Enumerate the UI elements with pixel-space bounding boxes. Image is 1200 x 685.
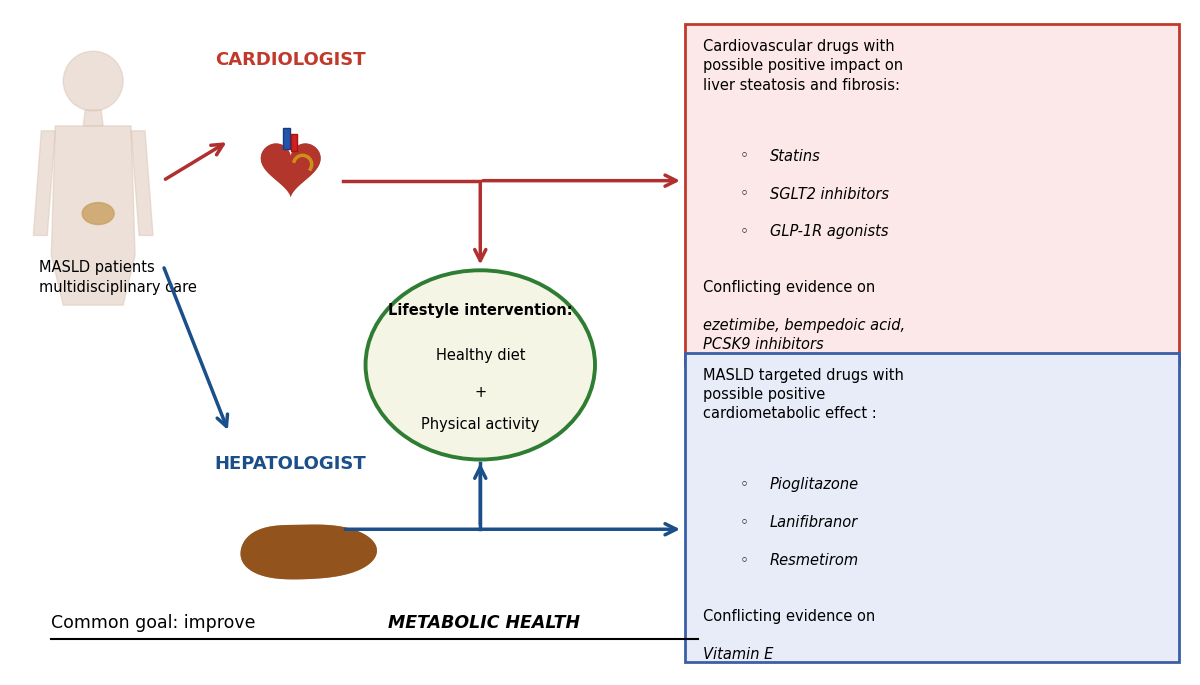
Text: GLP-1R agonists: GLP-1R agonists	[769, 225, 888, 240]
FancyBboxPatch shape	[283, 128, 290, 149]
Text: SGLT2 inhibitors: SGLT2 inhibitors	[769, 186, 889, 201]
Polygon shape	[240, 525, 377, 580]
Text: ◦: ◦	[739, 477, 749, 493]
FancyBboxPatch shape	[292, 134, 298, 151]
Text: METABOLIC HEALTH: METABOLIC HEALTH	[389, 614, 581, 632]
Polygon shape	[260, 143, 320, 197]
Text: HEPATOLOGIST: HEPATOLOGIST	[215, 455, 366, 473]
Text: Physical activity: Physical activity	[421, 416, 540, 432]
Text: Healthy diet: Healthy diet	[436, 348, 526, 363]
Ellipse shape	[366, 271, 595, 460]
Text: ◦: ◦	[739, 225, 749, 240]
Text: MASLD targeted drugs with
possible positive
cardiometabolic effect :: MASLD targeted drugs with possible posit…	[703, 368, 904, 421]
Text: +: +	[474, 385, 486, 400]
Text: Pioglitazone: Pioglitazone	[769, 477, 859, 493]
Text: ◦: ◦	[739, 149, 749, 164]
Text: Lifestyle intervention:: Lifestyle intervention:	[388, 303, 572, 318]
FancyBboxPatch shape	[685, 353, 1178, 662]
Polygon shape	[131, 131, 154, 236]
Text: Conflicting evidence on: Conflicting evidence on	[703, 609, 875, 624]
Text: Resmetirom: Resmetirom	[769, 553, 859, 568]
Text: MASLD patients
multidisciplinary care: MASLD patients multidisciplinary care	[40, 260, 197, 295]
Text: ◦: ◦	[739, 186, 749, 201]
Text: Statins: Statins	[769, 149, 821, 164]
Polygon shape	[83, 110, 103, 126]
Circle shape	[64, 51, 124, 111]
Text: Common goal: improve: Common goal: improve	[52, 614, 262, 632]
Text: Cardiovascular drugs with
possible positive impact on
liver steatosis and fibros: Cardiovascular drugs with possible posit…	[703, 39, 902, 92]
Polygon shape	[260, 143, 320, 197]
Ellipse shape	[83, 203, 114, 225]
Text: ◦: ◦	[739, 515, 749, 530]
Text: Vitamin E: Vitamin E	[703, 647, 773, 662]
Polygon shape	[52, 126, 136, 305]
Text: CARDIOLOGIST: CARDIOLOGIST	[216, 51, 366, 69]
Text: Conflicting evidence on: Conflicting evidence on	[703, 280, 875, 295]
Text: ◦: ◦	[739, 553, 749, 568]
Text: ezetimibe, bempedoic acid,
PCSK9 inhibitors: ezetimibe, bempedoic acid, PCSK9 inhibit…	[703, 318, 905, 351]
Polygon shape	[240, 525, 377, 580]
FancyBboxPatch shape	[685, 24, 1178, 365]
Text: Lanifibranor: Lanifibranor	[769, 515, 858, 530]
Polygon shape	[34, 131, 55, 236]
